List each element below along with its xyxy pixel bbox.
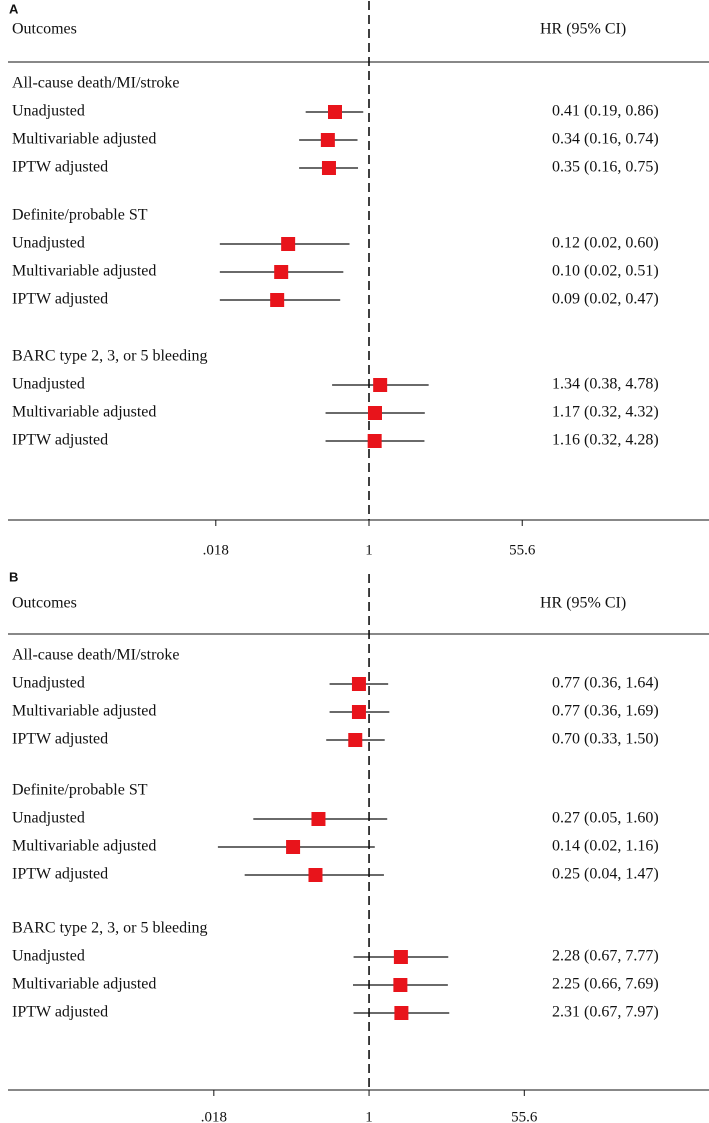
group-title: Definite/probable ST <box>12 207 148 224</box>
hr-ci-text: 1.17 (0.32, 4.32) <box>552 404 659 421</box>
row-label: Multivariable adjusted <box>12 404 156 421</box>
hr-ci-text: 0.35 (0.16, 0.75) <box>552 159 659 176</box>
hr-ci-text: 0.77 (0.36, 1.69) <box>552 703 659 720</box>
hr-marker <box>320 133 335 147</box>
column-header-outcomes: Outcomes <box>12 21 77 38</box>
hr-marker <box>274 265 289 279</box>
hr-ci-text: 0.25 (0.04, 1.47) <box>552 866 659 883</box>
hr-marker <box>270 293 285 307</box>
row-label: Multivariable adjusted <box>12 838 156 855</box>
column-header-hr: HR (95% CI) <box>540 595 626 612</box>
hr-marker <box>351 705 366 719</box>
hr-ci-text: 1.34 (0.38, 4.78) <box>552 376 659 393</box>
hr-marker <box>351 677 366 691</box>
hr-marker <box>321 161 336 175</box>
hr-ci-text: 0.10 (0.02, 0.51) <box>552 263 659 280</box>
x-tick-label: 55.6 <box>509 542 536 558</box>
row-label: IPTW adjusted <box>12 432 108 449</box>
hr-ci-text: 1.16 (0.32, 4.28) <box>552 432 659 449</box>
hr-marker <box>367 434 382 448</box>
hr-marker <box>373 378 388 392</box>
x-tick-label: .018 <box>201 1109 227 1123</box>
row-label: Unadjusted <box>12 948 85 965</box>
hr-ci-text: 2.28 (0.67, 7.77) <box>552 948 659 965</box>
hr-ci-text: 0.41 (0.19, 0.86) <box>552 103 659 120</box>
group-title: BARC type 2, 3, or 5 bleeding <box>12 920 208 937</box>
row-label: Multivariable adjusted <box>12 976 156 993</box>
hr-marker <box>393 978 408 992</box>
x-tick-label: 1 <box>365 542 373 558</box>
row-label: Multivariable adjusted <box>12 263 156 280</box>
group-title: All-cause death/MI/stroke <box>12 647 180 664</box>
column-header-outcomes: Outcomes <box>12 595 77 612</box>
panel-letter: B <box>9 569 18 584</box>
hr-ci-text: 0.12 (0.02, 0.60) <box>552 235 659 252</box>
x-tick-label: .018 <box>203 542 229 558</box>
group-title: All-cause death/MI/stroke <box>12 75 180 92</box>
row-label: IPTW adjusted <box>12 291 108 308</box>
x-tick-label: 1 <box>365 1109 373 1123</box>
row-label: Unadjusted <box>12 376 85 393</box>
panel-letter: A <box>9 1 19 16</box>
row-label: IPTW adjusted <box>12 866 108 883</box>
hr-ci-text: 0.27 (0.05, 1.60) <box>552 810 659 827</box>
row-label: IPTW adjusted <box>12 1004 108 1021</box>
group-title: Definite/probable ST <box>12 782 148 799</box>
hr-ci-text: 0.14 (0.02, 1.16) <box>552 838 659 855</box>
row-label: Multivariable adjusted <box>12 703 156 720</box>
hr-marker <box>348 733 363 747</box>
row-label: IPTW adjusted <box>12 159 108 176</box>
hr-marker <box>311 812 326 826</box>
hr-marker <box>393 950 408 964</box>
hr-marker <box>286 840 301 854</box>
row-label: Unadjusted <box>12 810 85 827</box>
hr-ci-text: 0.34 (0.16, 0.74) <box>552 131 659 148</box>
hr-marker <box>367 406 382 420</box>
hr-marker <box>308 868 323 882</box>
row-label: Unadjusted <box>12 235 85 252</box>
row-label: IPTW adjusted <box>12 731 108 748</box>
x-tick-label: 55.6 <box>511 1109 538 1123</box>
hr-ci-text: 0.70 (0.33, 1.50) <box>552 731 659 748</box>
hr-ci-text: 2.31 (0.67, 7.97) <box>552 1004 659 1021</box>
hr-ci-text: 0.77 (0.36, 1.64) <box>552 675 659 692</box>
row-label: Unadjusted <box>12 103 85 120</box>
hr-marker <box>281 237 296 251</box>
group-title: BARC type 2, 3, or 5 bleeding <box>12 348 208 365</box>
hr-marker <box>328 105 343 119</box>
row-label: Multivariable adjusted <box>12 131 156 148</box>
hr-ci-text: 0.09 (0.02, 0.47) <box>552 291 659 308</box>
row-label: Unadjusted <box>12 675 85 692</box>
hr-marker <box>394 1006 409 1020</box>
column-header-hr: HR (95% CI) <box>540 21 626 38</box>
hr-ci-text: 2.25 (0.66, 7.69) <box>552 976 659 993</box>
